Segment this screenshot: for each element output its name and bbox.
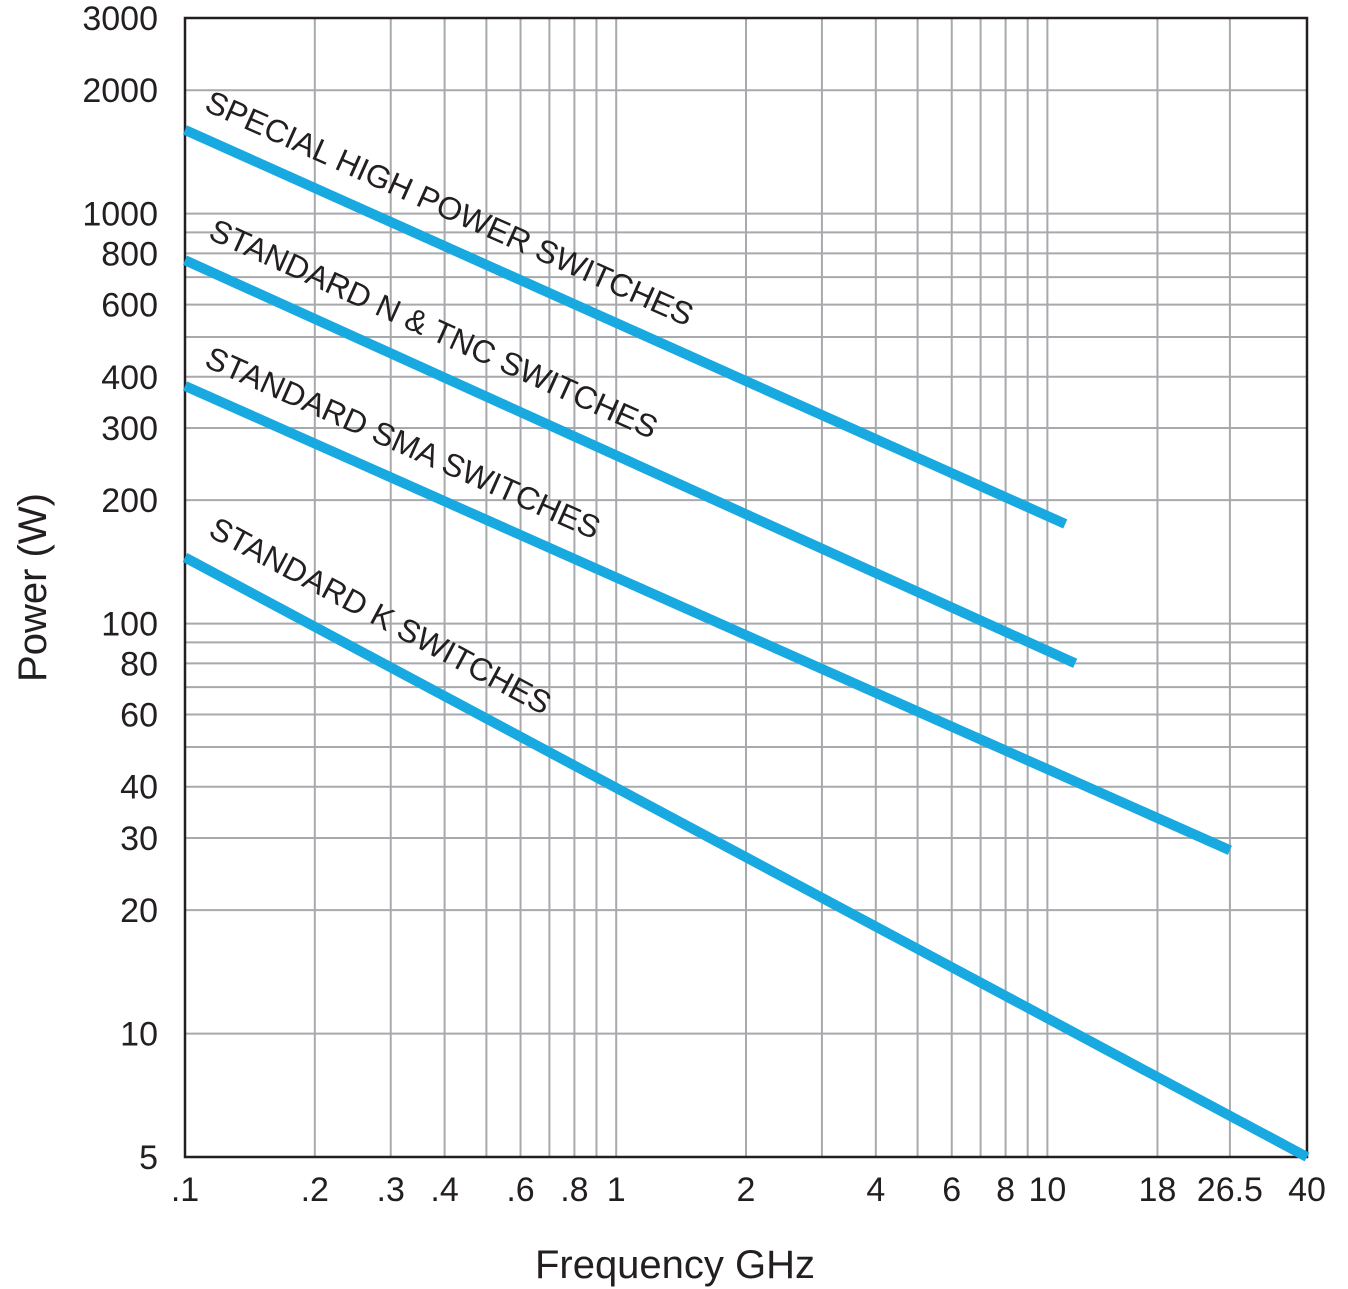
series-line <box>182 255 1078 668</box>
y-tick-label: 100 <box>101 606 158 644</box>
x-tick-label: .2 <box>301 1171 329 1209</box>
y-tick-label: 1000 <box>82 196 158 234</box>
x-tick-label: 1 <box>607 1171 626 1209</box>
x-tick-label: .3 <box>377 1171 405 1209</box>
y-axis-title: Power (W) <box>11 493 55 682</box>
series-line <box>182 381 1232 855</box>
x-tick-label: 26.5 <box>1197 1171 1263 1209</box>
series-line <box>182 125 1068 529</box>
plot-frame <box>183 16 1309 1159</box>
x-tick-label: 10 <box>1028 1171 1066 1209</box>
series-lines <box>182 125 1310 1162</box>
x-tick-label: .8 <box>560 1171 588 1209</box>
y-tick-label: 3000 <box>82 0 158 38</box>
y-tick-label: 300 <box>101 410 158 448</box>
x-tick-label: 4 <box>866 1171 885 1209</box>
x-tick-label: 6 <box>942 1171 961 1209</box>
series-label: STANDARD N & TNC SWITCHES <box>204 212 663 446</box>
y-tick-label: 600 <box>101 287 158 325</box>
x-axis-title: Frequency GHz <box>535 1243 815 1287</box>
y-tick-label: 40 <box>120 769 158 807</box>
y-tick-label: 30 <box>120 820 158 858</box>
y-gridlines <box>185 89 1307 1035</box>
y-tick-label: 2000 <box>82 72 158 110</box>
y-tick-label: 800 <box>101 235 158 273</box>
series-label: STANDARD K SWITCHES <box>204 510 558 722</box>
x-tick-label: .4 <box>430 1171 458 1209</box>
x-tick-label: .6 <box>506 1171 534 1209</box>
x-tick-label: 18 <box>1139 1171 1177 1209</box>
x-tick-labels: .1 .2 .3 .4 .6 .8 1 2 4 6 8 10 18 26.5 40 <box>171 1171 1326 1209</box>
y-tick-label: 200 <box>101 482 158 520</box>
y-tick-label: 20 <box>120 892 158 930</box>
y-tick-label: 60 <box>120 697 158 735</box>
series-line <box>182 553 1310 1162</box>
y-tick-label: 80 <box>120 645 158 683</box>
y-tick-label: 10 <box>120 1016 158 1054</box>
y-tick-label: 5 <box>139 1139 158 1177</box>
x-tick-label: 40 <box>1288 1171 1326 1209</box>
x-tick-label: 2 <box>737 1171 756 1209</box>
y-tick-label: 400 <box>101 359 158 397</box>
x-tick-label: 8 <box>996 1171 1015 1209</box>
x-tick-label: .1 <box>171 1171 199 1209</box>
